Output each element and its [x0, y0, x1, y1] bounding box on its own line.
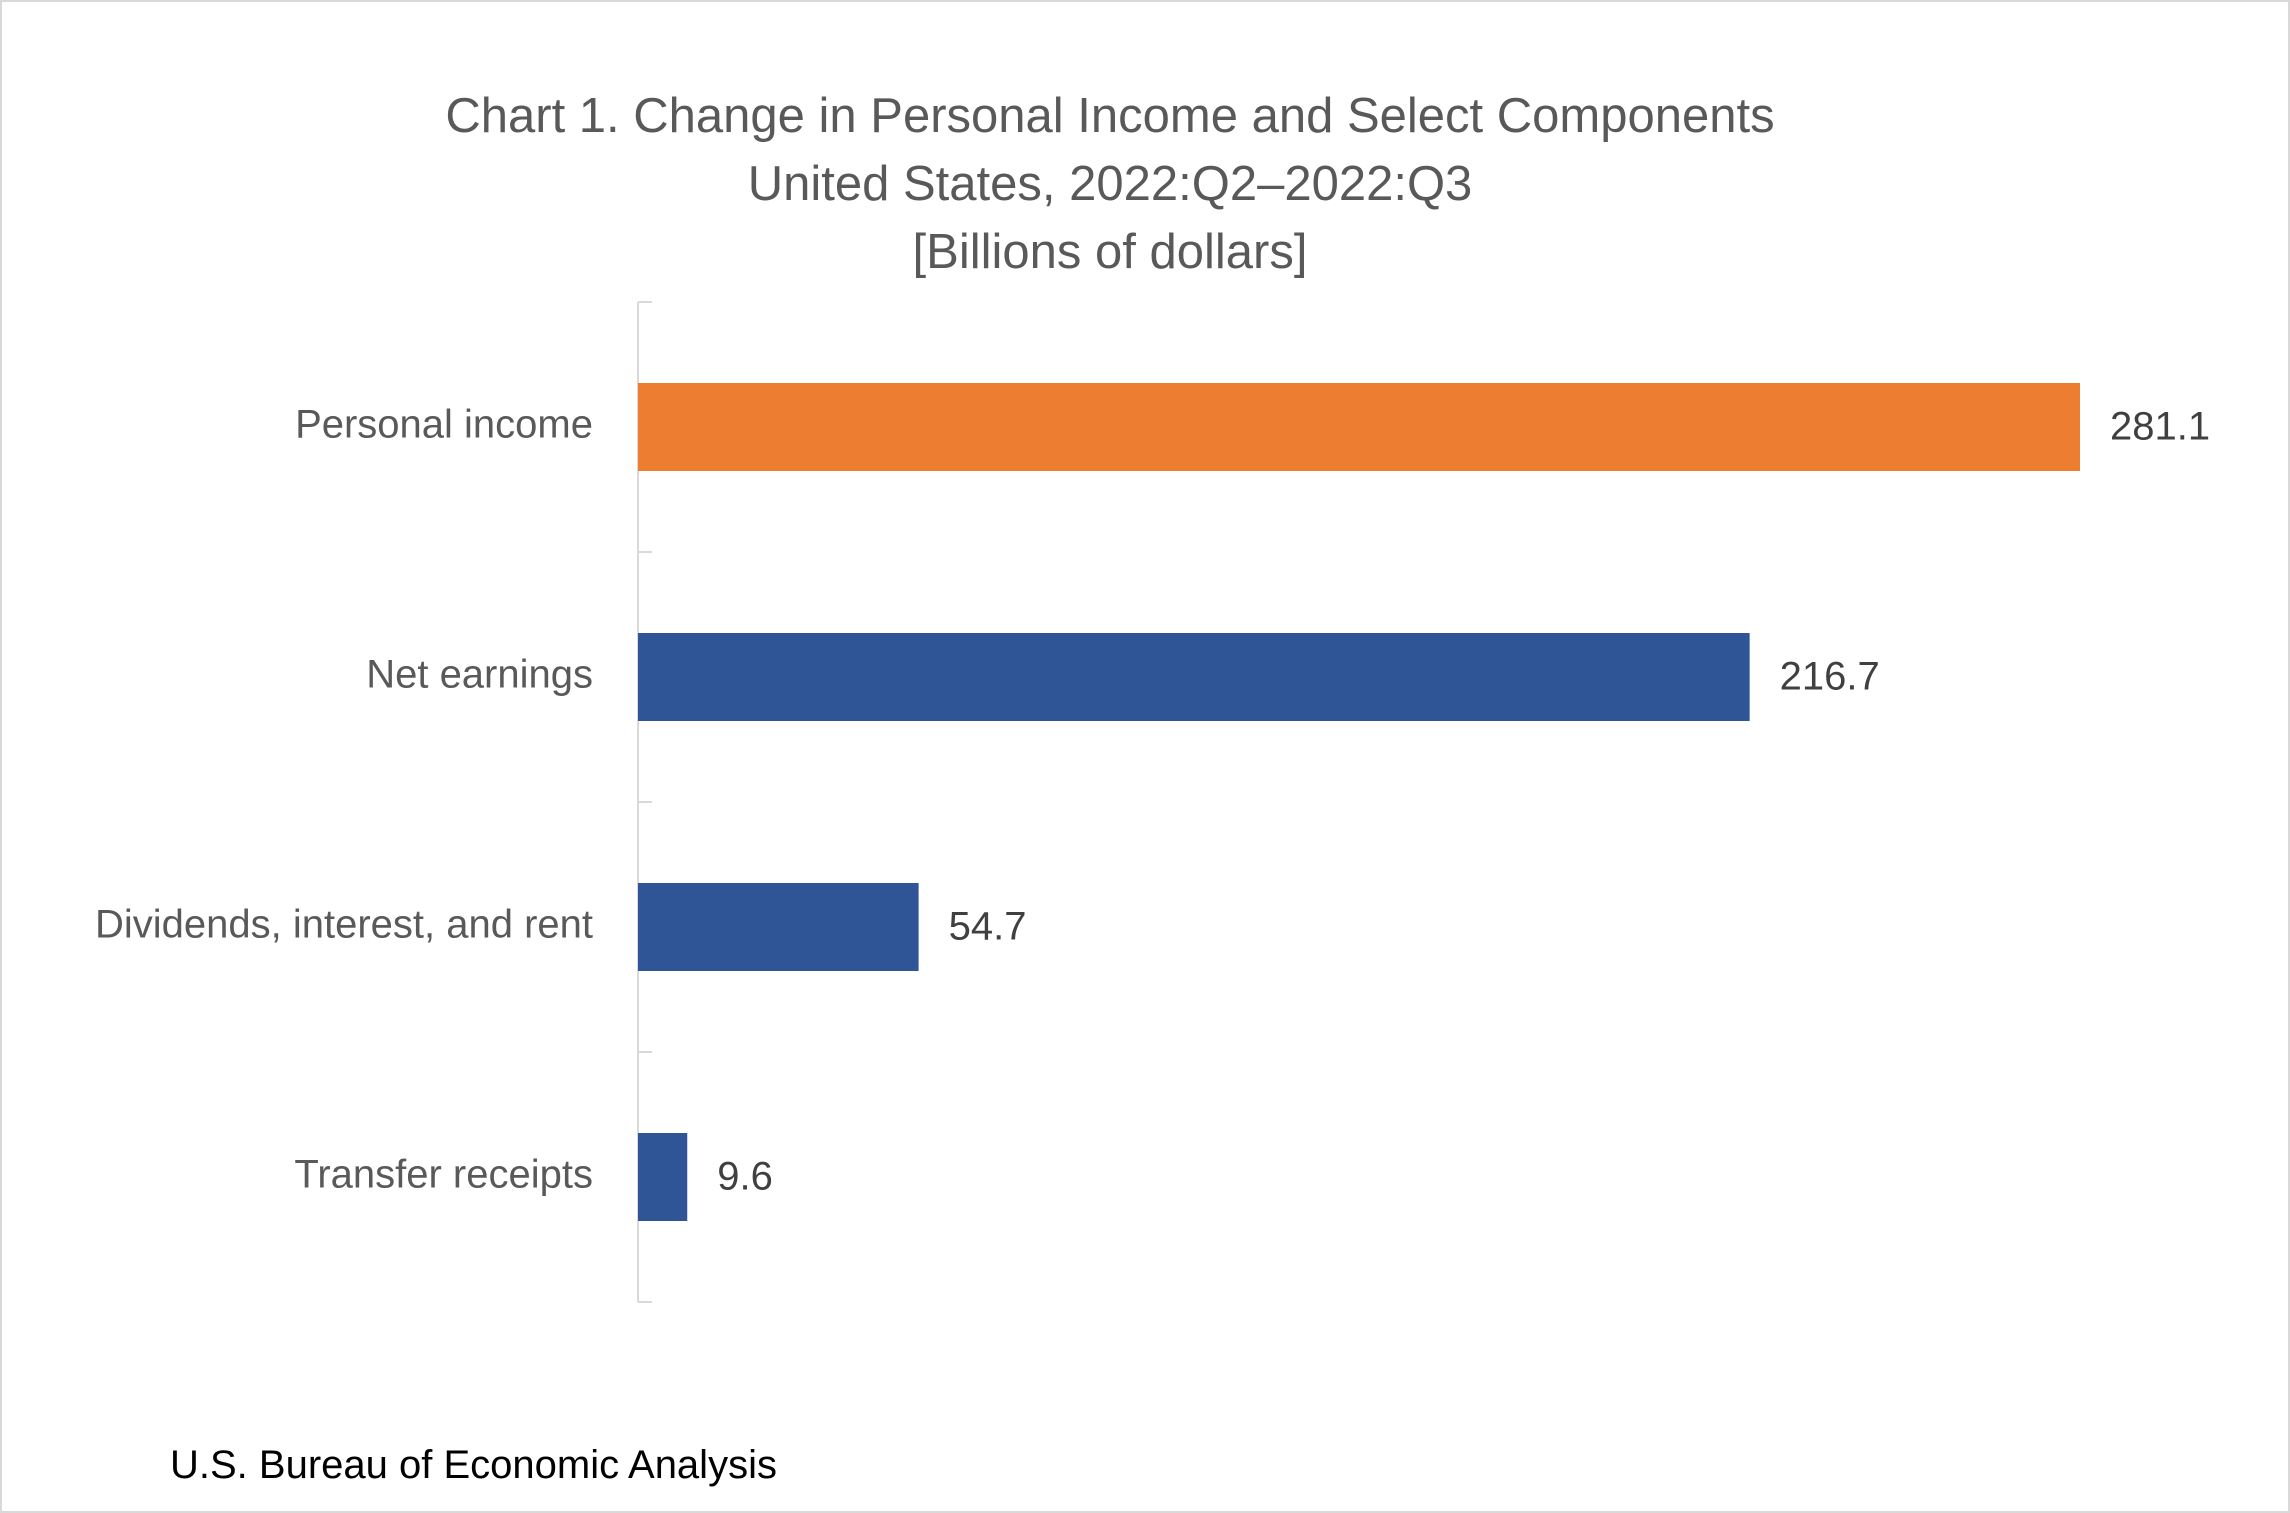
data-label: 281.1: [2110, 405, 2210, 449]
bar-transfer-receipts: [638, 1133, 688, 1221]
bar-net-earnings: [638, 633, 1750, 721]
category-label: Dividends, interest, and rent: [95, 903, 593, 947]
chart-subtitle: United States, 2022:Q2–2022:Q3: [747, 157, 1473, 211]
chart-title-block: Chart 1. Change in Personal Income and S…: [0, 82, 2220, 286]
category-label: Transfer receipts: [294, 1153, 593, 1197]
data-label: 54.7: [949, 905, 1027, 949]
chart-title: Chart 1. Change in Personal Income and S…: [445, 89, 1775, 143]
category-label: Net earnings: [366, 653, 593, 697]
data-label: 9.6: [717, 1155, 773, 1199]
data-label: 216.7: [1780, 655, 1880, 699]
bar-personal-income: [638, 383, 2080, 471]
chart-unit-label: [Billions of dollars]: [912, 225, 1308, 279]
category-label: Personal income: [295, 403, 593, 447]
bar-dividends-interest-and-rent: [638, 883, 919, 971]
source-note: U.S. Bureau of Economic Analysis: [170, 1443, 777, 1487]
